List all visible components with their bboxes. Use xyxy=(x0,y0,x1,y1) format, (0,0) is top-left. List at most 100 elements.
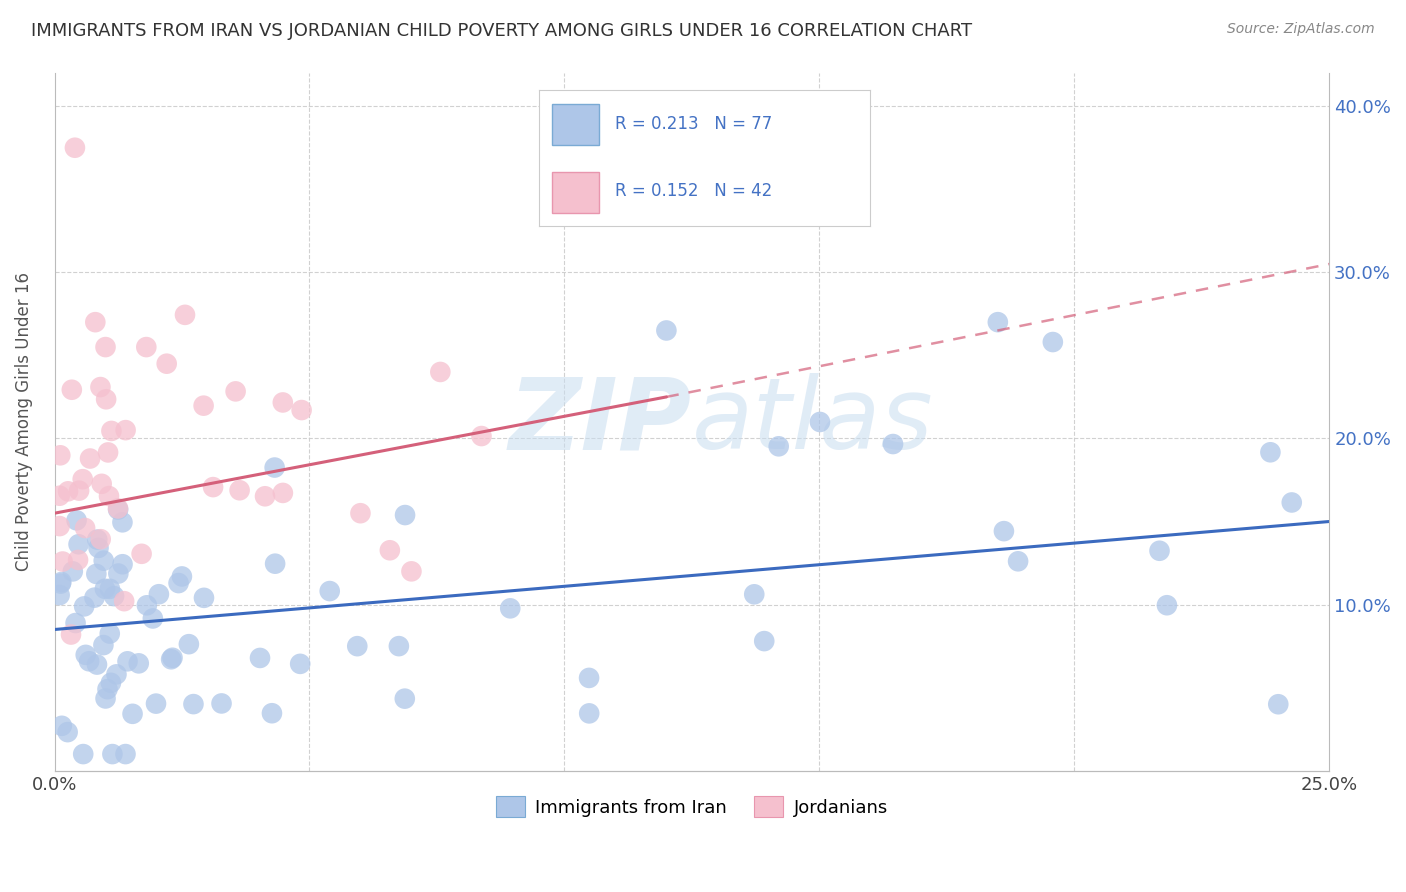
Point xyxy=(394,508,416,522)
Point xyxy=(156,357,179,371)
Point xyxy=(167,576,190,591)
Text: IMMIGRANTS FROM IRAN VS JORDANIAN CHILD POVERTY AMONG GIRLS UNDER 16 CORRELATION: IMMIGRANTS FROM IRAN VS JORDANIAN CHILD … xyxy=(31,22,972,40)
Point xyxy=(107,566,129,581)
Point xyxy=(249,651,271,665)
Point xyxy=(1281,495,1303,509)
Point xyxy=(1156,599,1178,613)
Point xyxy=(117,654,139,668)
Point xyxy=(75,521,97,535)
Point xyxy=(394,691,416,706)
Text: Source: ZipAtlas.com: Source: ZipAtlas.com xyxy=(1227,22,1375,37)
Point xyxy=(48,588,70,602)
Point xyxy=(48,489,70,503)
Point xyxy=(94,691,117,706)
Point xyxy=(378,543,401,558)
Point xyxy=(1007,554,1029,568)
Y-axis label: Child Poverty Among Girls Under 16: Child Poverty Among Girls Under 16 xyxy=(15,272,32,572)
Point xyxy=(56,484,79,499)
Point xyxy=(754,634,776,648)
Point xyxy=(94,582,117,596)
Point xyxy=(52,555,75,569)
Point xyxy=(84,315,107,329)
Point xyxy=(193,591,215,605)
Point xyxy=(128,657,150,671)
Point xyxy=(86,657,108,672)
Point xyxy=(578,706,600,721)
Point xyxy=(145,697,167,711)
Point xyxy=(135,599,157,613)
Point xyxy=(1042,334,1064,349)
Point xyxy=(107,502,129,516)
Point xyxy=(211,697,233,711)
Point xyxy=(183,697,205,711)
Point xyxy=(121,706,143,721)
Point xyxy=(993,524,1015,538)
Point xyxy=(174,308,197,322)
Point xyxy=(162,650,184,665)
Point xyxy=(62,565,84,579)
Point xyxy=(79,451,101,466)
Point xyxy=(98,626,121,640)
Point xyxy=(107,501,129,516)
Point xyxy=(193,399,215,413)
Point xyxy=(98,582,121,596)
Point xyxy=(253,489,276,503)
Point xyxy=(1149,543,1171,558)
Point xyxy=(101,747,124,761)
Point xyxy=(65,615,87,630)
Point xyxy=(93,554,115,568)
Point xyxy=(60,383,83,397)
Point xyxy=(142,611,165,625)
Point xyxy=(135,340,157,354)
Point xyxy=(882,437,904,451)
Point xyxy=(90,476,112,491)
Point xyxy=(96,682,118,697)
Point xyxy=(63,141,86,155)
Point xyxy=(100,676,122,690)
Point xyxy=(75,648,97,662)
Point xyxy=(655,323,678,337)
Point xyxy=(114,747,136,761)
Point xyxy=(89,380,111,394)
Text: atlas: atlas xyxy=(692,374,934,470)
Point xyxy=(105,667,128,681)
Point xyxy=(111,558,134,572)
Point xyxy=(291,403,314,417)
Point xyxy=(177,637,200,651)
Legend: Immigrants from Iran, Jordanians: Immigrants from Iran, Jordanians xyxy=(488,789,896,824)
Point xyxy=(72,472,94,486)
Point xyxy=(228,483,250,498)
Point xyxy=(98,489,121,503)
Point xyxy=(51,719,73,733)
Point xyxy=(90,532,112,546)
Point xyxy=(401,565,423,579)
Point xyxy=(742,587,765,601)
Point xyxy=(51,575,73,590)
Point xyxy=(65,513,87,527)
Point xyxy=(100,424,122,438)
Point xyxy=(67,483,90,498)
Point xyxy=(1260,445,1282,459)
Point xyxy=(808,415,831,429)
Point xyxy=(72,747,94,761)
Point xyxy=(987,315,1010,329)
Point xyxy=(97,445,120,459)
Point xyxy=(87,541,110,555)
Point xyxy=(170,569,193,583)
Point xyxy=(263,460,285,475)
Point xyxy=(148,587,170,601)
Point xyxy=(49,448,72,462)
Point xyxy=(94,340,117,354)
Point xyxy=(768,439,790,453)
Point xyxy=(67,537,90,551)
Point xyxy=(83,591,105,605)
Point xyxy=(131,547,153,561)
Point xyxy=(388,639,411,653)
Point xyxy=(499,601,522,615)
Point xyxy=(264,557,287,571)
Point xyxy=(111,516,134,530)
Point xyxy=(103,589,125,603)
Point xyxy=(225,384,247,399)
Point xyxy=(77,654,100,668)
Point xyxy=(49,576,72,591)
